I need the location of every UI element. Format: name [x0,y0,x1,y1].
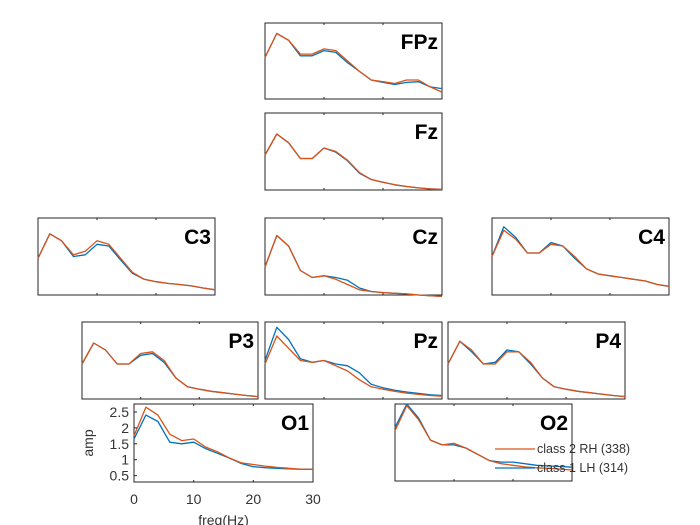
axes-box [491,217,670,296]
panel-o2: O2 class 2 RH (338) class 1 LH (314) [394,403,630,482]
series-line-class2-rh [264,133,443,190]
panel-c3: C3 [37,217,216,296]
series-line-class2-rh [133,406,313,470]
series-line-class2-rh [81,342,259,398]
y-axis-label: amp [80,429,96,456]
axes-box [447,321,626,400]
series-line-class2-rh [491,229,670,287]
legend-entry: class 1 LH (314) [537,461,628,475]
axes-box [81,321,259,400]
panel-title: P3 [228,330,254,353]
series-line-class2-rh [394,404,573,471]
panel-title: Cz [412,226,438,249]
y-tick-label: 1.5 [110,436,130,452]
axes-box [37,217,216,296]
panel-o1: O1 0.511.522.5 0 10 20 30 freq(Hz) amp [80,403,321,525]
y-tick-label: 2 [121,420,129,436]
panel-title: C3 [184,226,211,249]
y-tick-label: 2.5 [110,404,130,420]
panel-title: FPz [401,31,438,54]
axes-box [264,217,443,296]
x-tick-label: 10 [186,491,202,507]
panel-pz: Pz [264,321,443,400]
x-tick-label: 0 [130,491,138,507]
panel-title: O1 [281,412,309,435]
axes-box [264,321,443,400]
series-line-class2-rh [447,340,626,398]
panel-fpz: FPz [264,22,443,100]
y-tick-label: 0.5 [110,468,130,484]
series-line-class1-lh [133,414,313,470]
panel-p4: P4 [447,321,626,400]
series-line-class2-rh [264,234,443,298]
legend: class 2 RH (338) class 1 LH (314) [495,442,630,475]
series-line-class1-lh [264,326,443,397]
axes-box [264,22,443,100]
panel-title: Fz [415,121,438,144]
panel-title: Pz [413,330,438,353]
panel-title: C4 [638,226,665,249]
x-tick-label: 30 [305,491,321,507]
x-axis-label: freq(Hz) [198,512,249,525]
series-line-class2-rh [264,32,443,93]
y-tick-label: 1 [121,452,129,468]
panel-title: P4 [595,330,621,353]
panel-title: O2 [540,412,568,435]
legend-entry: class 2 RH (338) [537,442,630,456]
panel-p3: P3 [81,321,259,400]
panel-fz: Fz [264,112,443,191]
panel-c4: C4 [491,217,670,296]
panel-cz: Cz [264,217,443,298]
series-line-class2-rh [37,233,216,291]
x-tick-label: 20 [246,491,262,507]
series-line-class2-rh [264,335,443,397]
